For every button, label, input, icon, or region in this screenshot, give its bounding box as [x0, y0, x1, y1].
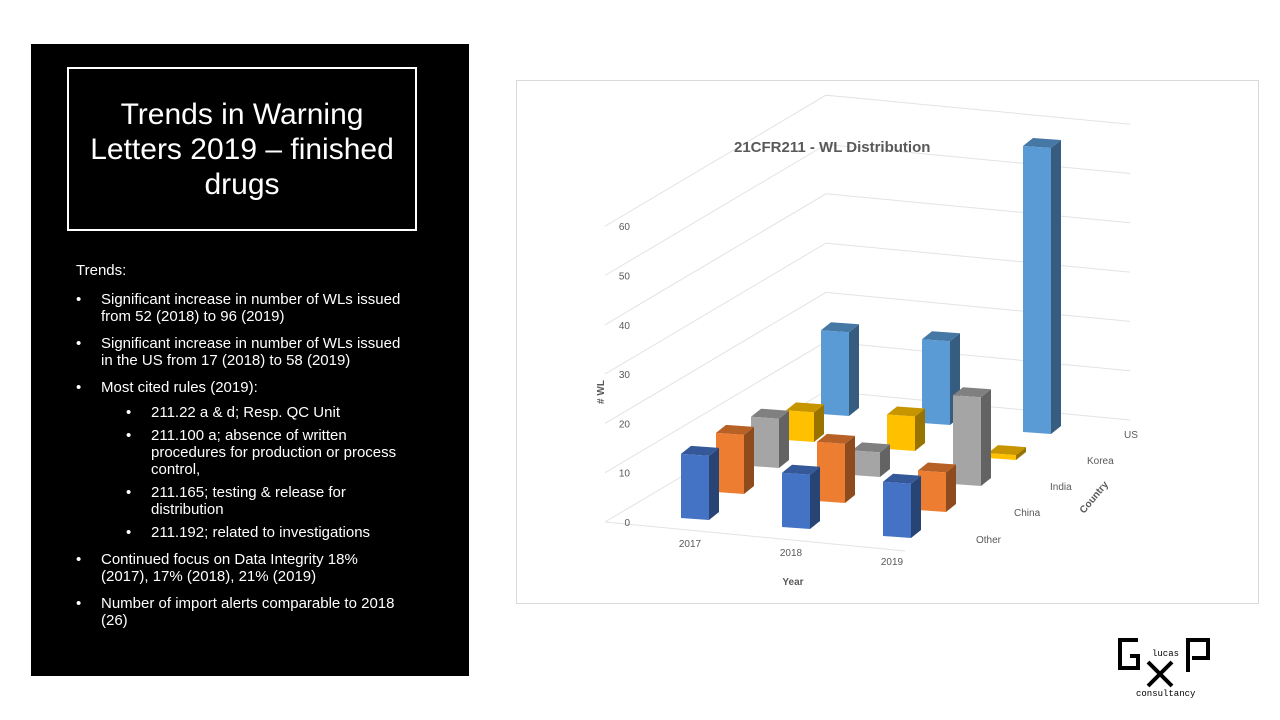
svg-text:consultancy: consultancy — [1136, 689, 1196, 699]
bar-front — [751, 416, 779, 468]
y-tick-label: 50 — [619, 272, 631, 283]
x-tick-label: 2019 — [881, 557, 904, 568]
bar-side — [810, 466, 820, 529]
bar-other-2019 — [883, 473, 921, 538]
bar-front — [786, 410, 814, 442]
x-tick-label: 2018 — [780, 548, 803, 559]
bar-side — [814, 404, 824, 442]
bar-front — [887, 414, 915, 451]
gxp-logo: lucas consultancy — [1118, 638, 1210, 699]
bar-front — [953, 395, 981, 486]
chart-title: 21CFR211 - WL Distribution — [734, 139, 930, 156]
bar-front — [782, 472, 810, 529]
sub-bullet: 211.100 a; absence of written procedures… — [126, 427, 406, 478]
bar-top — [883, 473, 921, 484]
x-tick-label: 2017 — [679, 539, 702, 550]
bullet: Most cited rules (2019): 211.22 a & d; R… — [76, 379, 406, 541]
y-axis-title: # WL — [596, 380, 607, 404]
bar-india-2017 — [751, 408, 789, 468]
bar-top — [918, 462, 956, 473]
bar-top — [716, 424, 754, 435]
bullet: Significant increase in number of WLs is… — [76, 335, 406, 369]
bar-front — [852, 450, 880, 477]
bullet-text: Most cited rules (2019): — [101, 379, 258, 396]
bullet: Significant increase in number of WLs is… — [76, 291, 406, 325]
x-axis-title: Year — [782, 577, 803, 588]
z-axis-title: Country — [1078, 479, 1111, 516]
bar-korea-2017 — [786, 402, 824, 442]
bar-side — [981, 389, 991, 486]
bar-korea-2018 — [887, 406, 925, 451]
y-tick-label: 0 — [624, 518, 630, 529]
series-label: Other — [976, 535, 1002, 546]
y-tick-label: 30 — [619, 370, 631, 381]
bar-front — [883, 481, 911, 538]
bar-other-2017 — [681, 445, 719, 520]
bar-us-2017 — [821, 322, 859, 416]
bar-side — [709, 447, 719, 520]
series-label: Korea — [1087, 456, 1114, 467]
bar-front — [817, 441, 845, 503]
bullet: Number of import alerts comparable to 20… — [76, 595, 406, 629]
bar-front — [716, 432, 744, 494]
bar-india-2019 — [953, 387, 991, 486]
bar-front — [681, 453, 709, 520]
bar-front — [821, 330, 849, 416]
bar-top — [782, 464, 820, 475]
bar-side — [915, 408, 925, 451]
bar-side — [946, 464, 956, 512]
bar-side — [779, 410, 789, 468]
bar-top — [821, 322, 859, 333]
sub-bullet: 211.22 a & d; Resp. QC Unit — [126, 404, 406, 421]
series-label: India — [1050, 482, 1072, 493]
sub-bullet: 211.165; testing & release for distribut… — [126, 484, 406, 518]
svg-text:lucas: lucas — [1152, 649, 1179, 659]
bar-china-2019 — [918, 462, 956, 512]
bullet: Continued focus on Data Integrity 18% (2… — [76, 551, 406, 585]
bar-other-2018 — [782, 464, 820, 529]
bar-korea-2019 — [988, 445, 1026, 460]
bar-side — [880, 444, 890, 477]
bar-front — [1023, 146, 1051, 434]
bar-top — [681, 445, 719, 456]
bar-top — [751, 408, 789, 419]
y-tick-label: 60 — [619, 222, 631, 233]
bar-side — [744, 426, 754, 494]
bar-top — [887, 406, 925, 417]
bar-china-2017 — [716, 424, 754, 494]
bar-us-2019 — [1023, 138, 1061, 434]
gridline — [604, 94, 1131, 227]
bar-top — [817, 433, 855, 444]
bullet-list: Significant increase in number of WLs is… — [76, 291, 406, 639]
series-label: China — [1014, 508, 1041, 519]
bar-front — [918, 470, 946, 512]
y-tick-label: 10 — [619, 469, 631, 480]
bar-top — [953, 387, 991, 398]
bar-front — [988, 453, 1016, 460]
chart-frame — [516, 80, 1259, 604]
y-tick-label: 40 — [619, 321, 631, 332]
bar-top — [1023, 138, 1061, 149]
text-panel: Trends in Warning Letters 2019 – finishe… — [31, 44, 469, 676]
bar-top — [922, 331, 960, 342]
bar-front — [922, 339, 950, 425]
bar-side — [911, 475, 921, 538]
bar-top — [988, 445, 1026, 456]
bar-side — [1051, 140, 1061, 434]
year-axis-line — [604, 521, 906, 552]
trends-label: Trends: — [76, 262, 127, 279]
bar-top — [852, 442, 890, 453]
bar-china-2018 — [817, 433, 855, 503]
bar-india-2018 — [852, 442, 890, 477]
bar-side — [1016, 447, 1026, 460]
series-label: US — [1124, 430, 1138, 441]
bar-top — [786, 402, 824, 413]
sub-bullet: 211.192; related to investigations — [126, 524, 406, 541]
bar-side — [845, 435, 855, 503]
y-tick-label: 20 — [619, 419, 631, 430]
slide-title: Trends in Warning Letters 2019 – finishe… — [67, 67, 417, 231]
bar-side — [849, 324, 859, 416]
